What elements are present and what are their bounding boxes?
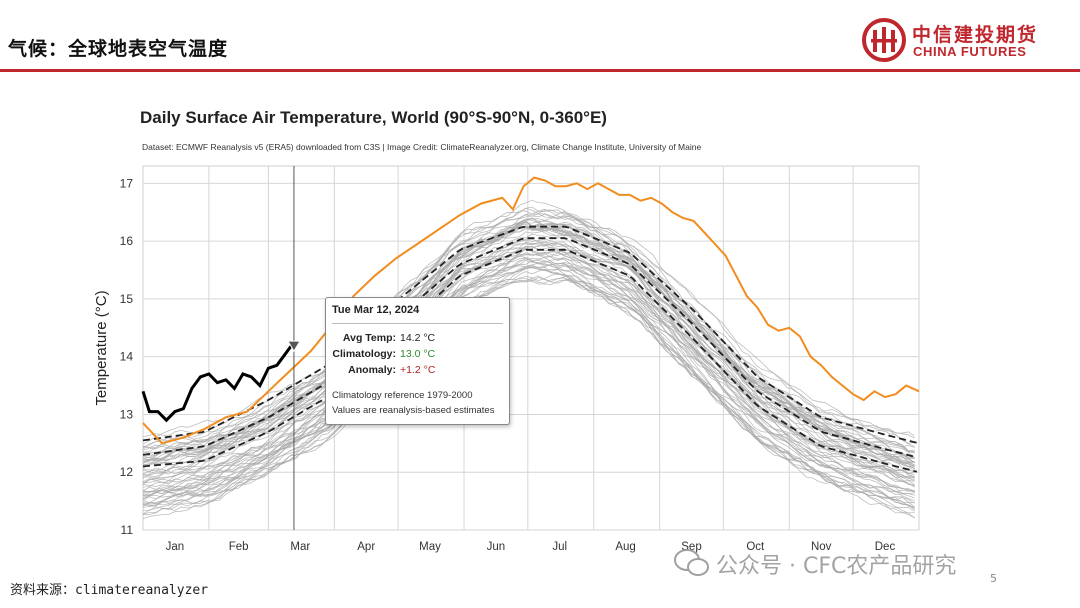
tooltip-avg-label: Avg Temp: bbox=[342, 332, 396, 344]
y-tick-label: 17 bbox=[120, 176, 134, 190]
source-note: 资料来源：climatereanalyzer bbox=[10, 583, 209, 598]
series-2024-line[interactable] bbox=[141, 341, 296, 423]
page-number: 5 bbox=[990, 572, 997, 585]
x-tick-label: Dec bbox=[875, 541, 896, 553]
y-tick-label: 13 bbox=[120, 407, 134, 421]
historical-year-line bbox=[142, 199, 915, 449]
climatology-dashed-line bbox=[142, 248, 918, 473]
tooltip-clim-row: Climatology: 13.0 °C bbox=[326, 348, 509, 362]
historical-year-line bbox=[142, 260, 915, 495]
x-tick-label: May bbox=[419, 541, 441, 553]
header-divider bbox=[0, 69, 1080, 72]
x-tick-label: Apr bbox=[357, 541, 375, 553]
chart-subtitle: Dataset: ECMWF Reanalysis v5 (ERA5) down… bbox=[142, 142, 702, 152]
logo-chinese-name: 中信建投期货 bbox=[912, 24, 1039, 46]
historical-year-line bbox=[142, 245, 915, 488]
china-futures-logo: 中信建投期货 CHINA FUTURES bbox=[862, 18, 1062, 64]
historical-year-line bbox=[142, 207, 915, 451]
tooltip-anom-label: Anomaly: bbox=[348, 364, 396, 376]
tooltip-divider bbox=[332, 323, 503, 324]
y-tick-label: 14 bbox=[120, 350, 134, 364]
climatology-dashed-line bbox=[142, 237, 918, 459]
chart-title: Daily Surface Air Temperature, World (90… bbox=[140, 108, 607, 127]
y-tick-label: 15 bbox=[120, 292, 134, 306]
tooltip-clim-value: 13.0 °C bbox=[400, 348, 436, 360]
x-tick-label: Feb bbox=[229, 541, 249, 553]
tooltip-date: Tue Mar 12, 2024 bbox=[332, 304, 420, 316]
page-header: 气候：全球地表空气温度 中信建投期货 CHINA FUTURES bbox=[0, 0, 1080, 72]
y-axis-label: Temperature (°C) bbox=[93, 290, 110, 405]
tooltip-anom-value: +1.2 °C bbox=[400, 364, 436, 376]
logo-english-name: CHINA FUTURES bbox=[913, 44, 1027, 59]
historical-year-line bbox=[142, 278, 915, 520]
tooltip-note-reference: Climatology reference 1979-2000 bbox=[332, 390, 473, 401]
tooltip-avg-row: Avg Temp: 14.2 °C bbox=[326, 332, 509, 346]
y-tick-label: 12 bbox=[120, 465, 134, 479]
y-tick-label: 11 bbox=[121, 523, 134, 537]
tooltip-clim-label: Climatology: bbox=[332, 348, 396, 360]
x-tick-label: Jun bbox=[487, 541, 506, 553]
x-tick-label: Jan bbox=[166, 541, 185, 553]
tooltip-avg-value: 14.2 °C bbox=[400, 332, 436, 344]
historical-year-line bbox=[142, 238, 915, 480]
tooltip-note-estimates: Values are reanalysis-based estimates bbox=[332, 405, 495, 416]
x-tick-label: Aug bbox=[615, 541, 635, 553]
x-tick-label: Jul bbox=[552, 541, 567, 553]
citic-logo-icon bbox=[862, 18, 906, 62]
historical-year-line bbox=[142, 226, 915, 472]
historical-year-line bbox=[142, 209, 915, 459]
historical-year-line bbox=[142, 211, 915, 449]
historical-year-line bbox=[142, 257, 915, 504]
page-title: 气候：全球地表空气温度 bbox=[8, 38, 229, 60]
chart-tooltip: Tue Mar 12, 2024 Avg Temp: 14.2 °C Clima… bbox=[325, 297, 510, 425]
watermark-text: 公众号 · CFC农产品研究 bbox=[716, 554, 957, 579]
x-tick-label: Nov bbox=[811, 541, 832, 553]
historical-year-line bbox=[142, 273, 915, 515]
tooltip-anom-row: Anomaly: +1.2 °C bbox=[326, 364, 509, 378]
wechat-icon bbox=[674, 549, 709, 576]
y-tick-label: 16 bbox=[120, 234, 134, 248]
historical-year-line bbox=[142, 277, 915, 515]
x-tick-label: Oct bbox=[746, 541, 765, 553]
hover-point-marker[interactable] bbox=[287, 340, 301, 353]
historical-year-line bbox=[142, 277, 915, 519]
historical-year-line bbox=[142, 253, 915, 497]
historical-year-line bbox=[142, 268, 915, 507]
historical-year-line bbox=[142, 221, 915, 470]
historical-year-line bbox=[142, 223, 915, 469]
x-tick-label: Mar bbox=[290, 541, 310, 553]
climatology-dashed-line bbox=[142, 225, 918, 444]
